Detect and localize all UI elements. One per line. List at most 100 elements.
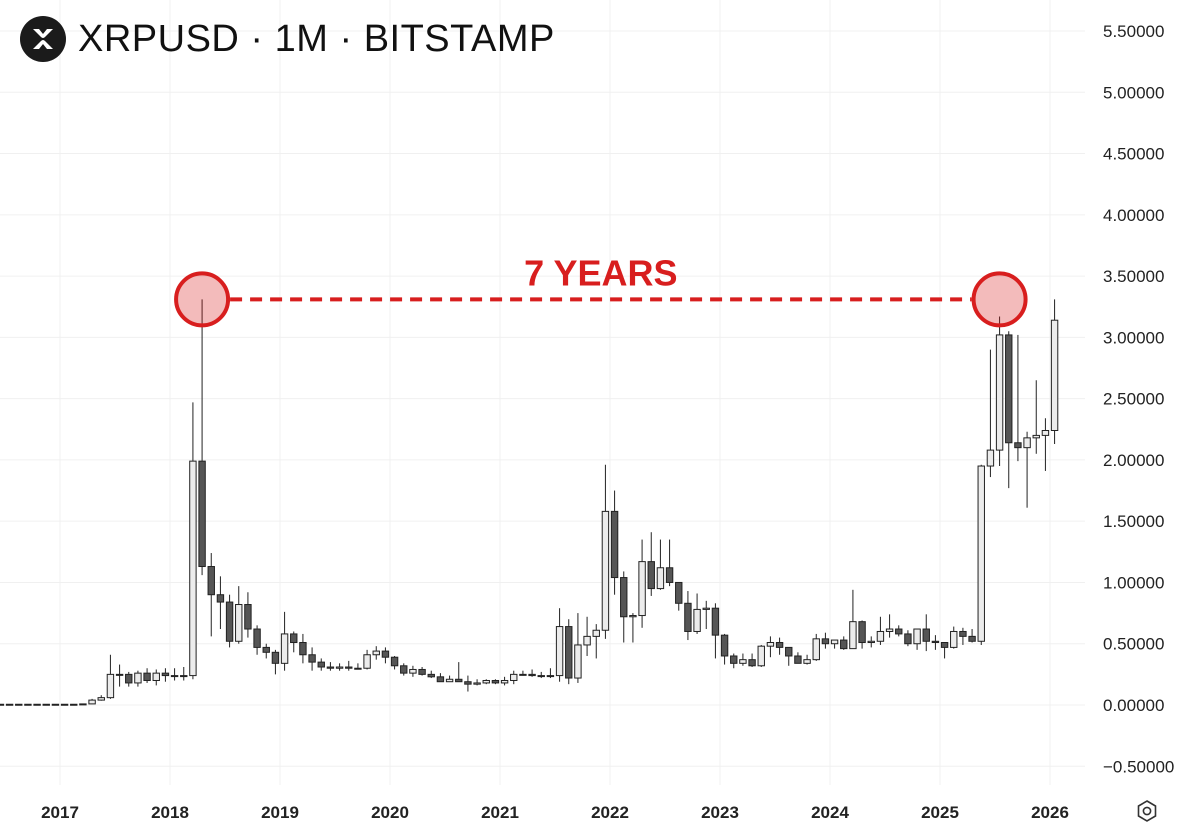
y-tick-label: 0.00000 bbox=[1103, 696, 1164, 715]
candle-body bbox=[913, 628, 921, 645]
candle bbox=[125, 671, 133, 687]
candle bbox=[693, 593, 701, 634]
candle bbox=[299, 633, 307, 664]
candle bbox=[977, 464, 985, 645]
candle-body bbox=[418, 668, 426, 675]
candle bbox=[766, 636, 775, 658]
candle bbox=[748, 653, 756, 668]
candle-body bbox=[610, 510, 619, 579]
candle-body bbox=[400, 665, 408, 674]
candle bbox=[88, 698, 96, 705]
candle-body bbox=[51, 703, 60, 706]
candle-body bbox=[812, 638, 820, 661]
candle bbox=[42, 703, 50, 706]
candle-body bbox=[711, 607, 720, 636]
settings-gear-icon[interactable] bbox=[1136, 800, 1158, 822]
x-axis: 2017 2018 2019 2020 2021 2022 2023 2024 2025 2026 bbox=[41, 803, 1069, 822]
candle-body bbox=[730, 655, 738, 664]
candle bbox=[308, 647, 316, 671]
candle bbox=[812, 633, 820, 661]
candle bbox=[0, 703, 5, 706]
candle bbox=[170, 668, 179, 681]
candle bbox=[519, 670, 527, 676]
candle-body bbox=[867, 640, 875, 644]
candle-body bbox=[702, 607, 710, 610]
candle-body bbox=[280, 633, 289, 664]
candle-body bbox=[583, 635, 591, 646]
candle bbox=[354, 663, 362, 670]
candle-body bbox=[895, 628, 903, 635]
candle-body bbox=[940, 642, 949, 648]
candle bbox=[134, 670, 142, 687]
candle-body bbox=[693, 608, 701, 632]
candle bbox=[803, 654, 811, 665]
candle bbox=[922, 614, 930, 652]
candle bbox=[931, 635, 940, 650]
candle bbox=[106, 654, 115, 699]
candle bbox=[464, 675, 472, 692]
candle bbox=[574, 613, 582, 683]
candle bbox=[225, 594, 234, 648]
candle bbox=[995, 316, 1004, 467]
y-axis: 5.50000 5.00000 4.50000 4.00000 3.50000 3.000… bbox=[1103, 22, 1174, 776]
candle-body bbox=[125, 673, 133, 684]
candle bbox=[326, 662, 335, 671]
y-tick-label: −0.50000 bbox=[1103, 757, 1174, 776]
candle bbox=[445, 675, 454, 683]
candle-body bbox=[15, 703, 23, 706]
candle-body bbox=[830, 639, 839, 645]
candle-body bbox=[656, 567, 665, 590]
candle-body bbox=[528, 673, 536, 677]
candle-body bbox=[473, 682, 481, 685]
candle-body bbox=[70, 703, 78, 706]
candle-body bbox=[79, 703, 87, 706]
candle bbox=[280, 611, 289, 671]
candle bbox=[180, 667, 188, 681]
candle-body bbox=[675, 581, 683, 604]
candle bbox=[610, 490, 619, 595]
candle-body bbox=[766, 642, 775, 647]
candle-body bbox=[253, 628, 261, 648]
chart-header: XRPUSD · 1M · BITSTAMP bbox=[20, 16, 555, 62]
x-tick-label: 2025 bbox=[921, 803, 959, 822]
candle bbox=[720, 633, 729, 665]
candle-body bbox=[638, 561, 646, 617]
candle bbox=[381, 647, 390, 664]
candle-body bbox=[381, 650, 390, 658]
y-tick-label: 4.50000 bbox=[1103, 145, 1164, 164]
candle bbox=[143, 668, 151, 683]
candle bbox=[1005, 331, 1013, 489]
chart-title: XRPUSD · 1M · BITSTAMP bbox=[78, 17, 555, 60]
candle bbox=[271, 649, 280, 675]
candle bbox=[317, 658, 325, 671]
candle-body bbox=[363, 654, 371, 669]
candle-body bbox=[931, 640, 940, 644]
candle-body bbox=[427, 673, 435, 678]
x-tick-label: 2020 bbox=[371, 803, 409, 822]
candles bbox=[0, 299, 1059, 706]
y-tick-label: 3.50000 bbox=[1103, 267, 1164, 286]
candle-body bbox=[326, 666, 335, 669]
candle-body bbox=[684, 602, 692, 632]
candle bbox=[198, 299, 206, 576]
candle-body bbox=[60, 703, 69, 706]
candle-body bbox=[986, 449, 995, 467]
candle bbox=[821, 632, 830, 649]
candle-body bbox=[858, 621, 866, 644]
candle-body bbox=[225, 601, 234, 642]
candle-body bbox=[968, 635, 976, 642]
candle-body bbox=[555, 626, 564, 677]
candle bbox=[24, 703, 32, 706]
candle bbox=[372, 646, 380, 660]
candle-body bbox=[904, 633, 912, 645]
candle bbox=[638, 539, 646, 628]
candle-body bbox=[647, 561, 655, 590]
candle bbox=[363, 649, 371, 670]
candle-body bbox=[546, 675, 555, 678]
candle bbox=[500, 676, 509, 686]
candle bbox=[555, 608, 564, 682]
candle-body bbox=[1032, 434, 1040, 439]
candle-body bbox=[33, 703, 41, 706]
candle-body bbox=[849, 621, 857, 650]
